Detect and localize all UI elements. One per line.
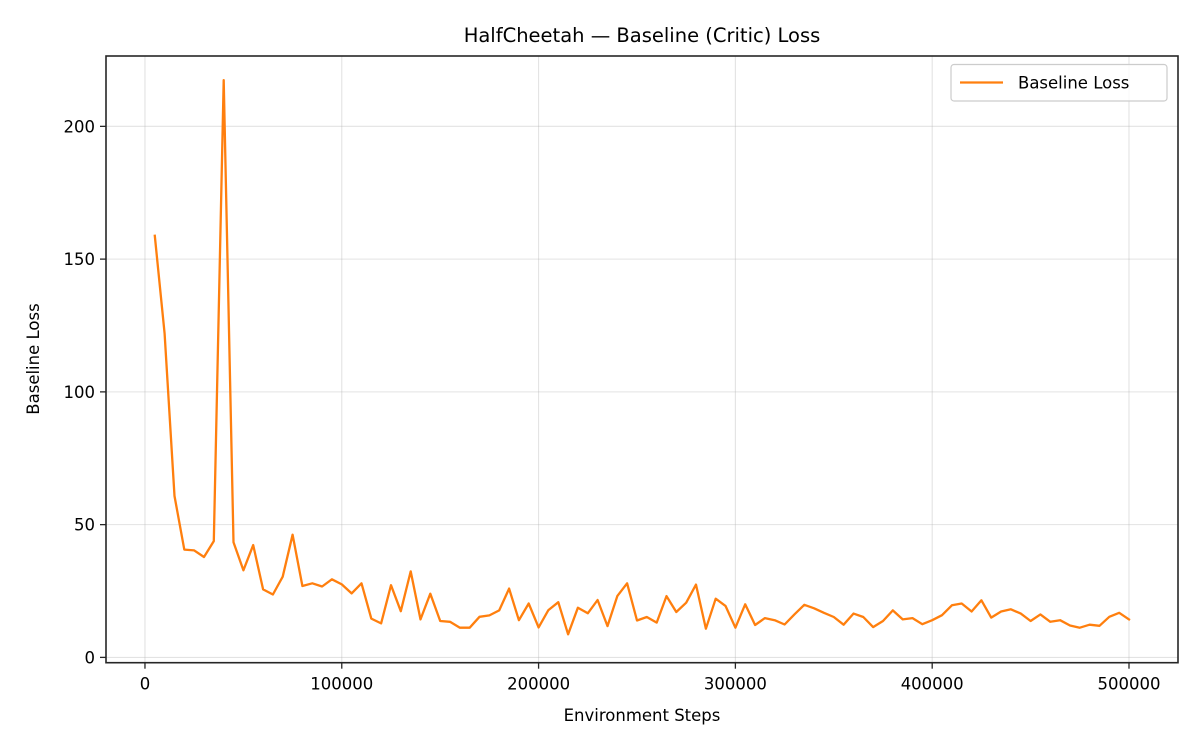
y-tick-label: 100 — [64, 383, 96, 402]
x-tick-label: 200000 — [507, 675, 570, 694]
legend: Baseline Loss — [950, 63, 1168, 102]
axes-frame — [105, 55, 1179, 664]
x-tick-label: 300000 — [704, 675, 767, 694]
y-axis-label: Baseline Loss — [24, 303, 43, 414]
y-tick-label: 200 — [64, 117, 96, 136]
legend-box — [950, 63, 1168, 102]
x-axis-ticks: 0 100000 200000 300000 400000 500000 — [140, 662, 1160, 694]
grid-lines — [106, 56, 1178, 663]
x-tick-label: 400000 — [901, 675, 964, 694]
legend-label: Baseline Loss — [1018, 74, 1129, 93]
y-tick-label: 50 — [74, 516, 95, 535]
x-axis-label: Environment Steps — [564, 706, 721, 725]
x-tick-label: 0 — [140, 675, 151, 694]
chart-title: HalfCheetah — Baseline (Critic) Loss — [464, 24, 821, 47]
x-tick-label: 100000 — [310, 675, 373, 694]
y-axis-ticks: 0 50 100 150 200 — [64, 117, 106, 667]
x-tick-label: 500000 — [1097, 675, 1160, 694]
y-tick-label: 0 — [85, 648, 96, 667]
plot-area — [153, 79, 1131, 636]
y-tick-label: 150 — [64, 250, 96, 269]
series-line-baseline-loss — [153, 79, 1131, 636]
